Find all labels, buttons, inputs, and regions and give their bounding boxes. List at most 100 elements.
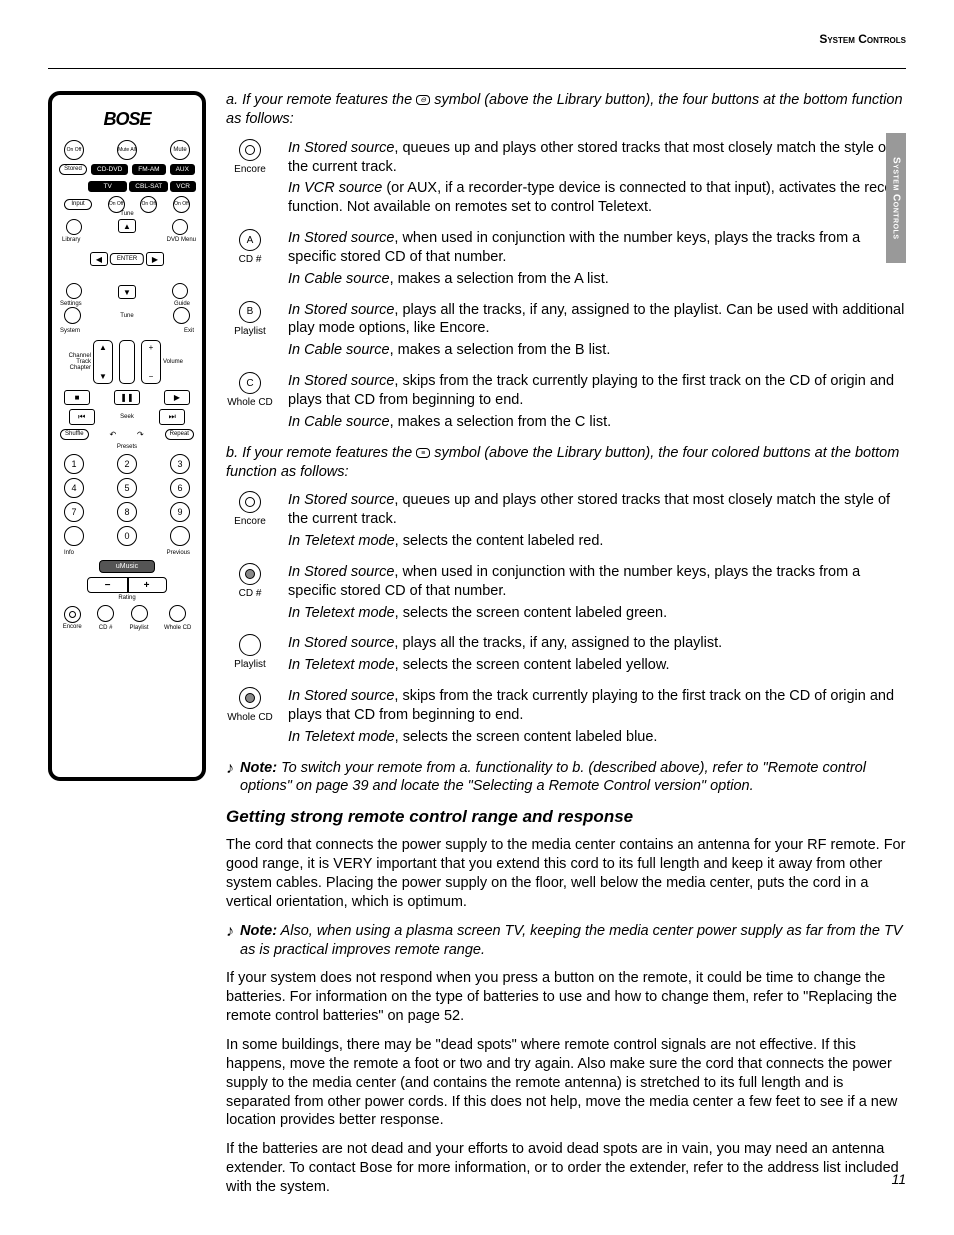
remote-cddvd: CD-DVD (91, 164, 128, 175)
function-description: In Stored source, plays all the tracks, … (288, 634, 722, 675)
function-row: Playlist In Stored source, plays all the … (226, 634, 906, 675)
remote-num-1: 1 (64, 454, 84, 474)
function-row: Whole CDIn Stored source, skips from the… (226, 687, 906, 747)
remote-play: ▶ (164, 390, 190, 405)
function-button-label: Playlist (226, 658, 274, 671)
remote-left: ◀ (90, 252, 108, 266)
remote-stop: ■ (64, 390, 90, 405)
remote-wholecd-lbl: Whole CD (164, 625, 191, 631)
remote-enter: ENTER (110, 253, 144, 265)
remote-exit (173, 307, 190, 324)
remote-settings (66, 283, 82, 299)
note-1: ♪ Note: To switch your remote from a. fu… (226, 759, 906, 797)
remote-aux: AUX (170, 164, 195, 175)
function-button-label: CD # (226, 253, 274, 266)
remote-system-lbl: System (60, 328, 80, 334)
remote-volume-rocker: +− (141, 340, 161, 384)
remote-mid-rocker (119, 340, 135, 384)
function-button-icon (239, 634, 261, 656)
remote-library (66, 219, 82, 235)
getting-p2: If your system does not respond when you… (226, 969, 906, 1026)
remote-cdnum (97, 605, 114, 622)
function-button-icon (239, 687, 261, 709)
remote-stored: Stored (59, 164, 87, 175)
remote-chan-lbl: Channel Track Chapter (61, 353, 91, 371)
getting-p1: The cord that connects the power supply … (226, 836, 906, 911)
remote-encore (64, 606, 81, 623)
remote-vol-lbl: Volume (163, 359, 193, 365)
remote-playlist-lbl: Playlist (130, 625, 149, 631)
remote-num-4: 4 (64, 478, 84, 498)
function-button-icon (239, 563, 261, 585)
function-button-label: Whole CD (226, 711, 274, 724)
note-icon: ♪ (226, 759, 234, 797)
function-description: In Stored source, skips from the track c… (288, 372, 906, 432)
remote-tune-up-lbl: Tune (120, 211, 133, 217)
remote-guide-lbl: Guide (174, 301, 190, 307)
remote-num-8: 8 (117, 502, 137, 522)
remote-dvdmenu (172, 219, 188, 235)
remote-previous-lbl: Previous (167, 550, 190, 556)
remote-dpad: Library DVD Menu Settings Guide ▲ Tune ▼… (62, 219, 192, 299)
remote-info (64, 526, 84, 546)
function-button-icon (239, 139, 261, 161)
remote-down: ▼ (118, 285, 136, 299)
page-number: 11 (891, 1171, 906, 1187)
function-row: ACD #In Stored source, when used in conj… (226, 229, 906, 289)
remote-input: Input (64, 199, 92, 210)
remote-exit-lbl: Exit (184, 328, 194, 334)
remote-playlist (131, 605, 148, 622)
remote-dev-onoff2: On Off (140, 196, 157, 213)
function-button-icon (239, 491, 261, 513)
getting-p4: If the batteries are not dead and your e… (226, 1140, 906, 1197)
remote-cblsat: CBL-SAT (129, 181, 168, 192)
remote-up: ▲ (118, 219, 136, 233)
function-row: BPlaylistIn Stored source, plays all the… (226, 301, 906, 361)
remote-fmam: FM-AM (132, 164, 165, 175)
section-a-intro: a. If your remote features the ⊖ symbol … (226, 91, 906, 129)
remote-library-lbl: Library (62, 237, 80, 243)
remote-num-7: 7 (64, 502, 84, 522)
symbol-a-icon: ⊖ (416, 95, 430, 105)
remote-cdnum-lbl: CD # (97, 625, 114, 631)
function-description: In Stored source, plays all the tracks, … (288, 301, 906, 361)
remote-logo: BOSE (58, 109, 196, 130)
remote-rating: −+ (87, 577, 167, 593)
remote-wholecd (169, 605, 186, 622)
remote-shuffle: Shuffle (60, 429, 89, 440)
function-row: EncoreIn Stored source, queues up and pl… (226, 491, 906, 551)
function-row: CD #In Stored source, when used in conju… (226, 563, 906, 623)
remote-info-lbl: Info (64, 550, 74, 556)
note-2: ♪ Note: Also, when using a plasma screen… (226, 922, 906, 960)
function-button-label: CD # (226, 587, 274, 600)
remote-guide (172, 283, 188, 299)
remote-previous (170, 526, 190, 546)
function-button-label: Encore (226, 163, 274, 176)
header-title: System Controls (819, 32, 906, 46)
remote-repeat: Repeat (165, 429, 194, 440)
function-button-label: Encore (226, 515, 274, 528)
getting-p3: In some buildings, there may be "dead sp… (226, 1036, 906, 1130)
function-button-icon: C (239, 372, 261, 394)
section-b-intro: b. If your remote features the ≡ symbol … (226, 444, 906, 482)
getting-heading: Getting strong remote control range and … (226, 806, 906, 828)
side-tab: System Controls (886, 133, 906, 263)
note-icon: ♪ (226, 922, 234, 960)
function-button-icon: B (239, 301, 261, 323)
remote-num-5: 5 (117, 478, 137, 498)
remote-tune-dn-lbl: Tune (120, 313, 133, 319)
remote-next: ⏭ (159, 409, 185, 425)
function-row: CWhole CDIn Stored source, skips from th… (226, 372, 906, 432)
remote-dvdmenu-lbl: DVD Menu (167, 237, 196, 243)
remote-dev-onoff3: On Off (173, 196, 190, 213)
remote-tv: TV (88, 181, 127, 192)
function-button-icon: A (239, 229, 261, 251)
remote-num-0: 0 (117, 526, 137, 546)
function-description: In Stored source, queues up and plays ot… (288, 139, 906, 217)
remote-rating-lbl: Rating (58, 595, 196, 601)
symbol-b-icon: ≡ (416, 448, 430, 458)
remote-num-3: 3 (170, 454, 190, 474)
header-rule (48, 68, 906, 69)
remote-presets-lbl: Presets (58, 444, 196, 450)
remote-illustration: BOSE On Off Mute All Mute Stored CD-DVD … (48, 91, 206, 781)
